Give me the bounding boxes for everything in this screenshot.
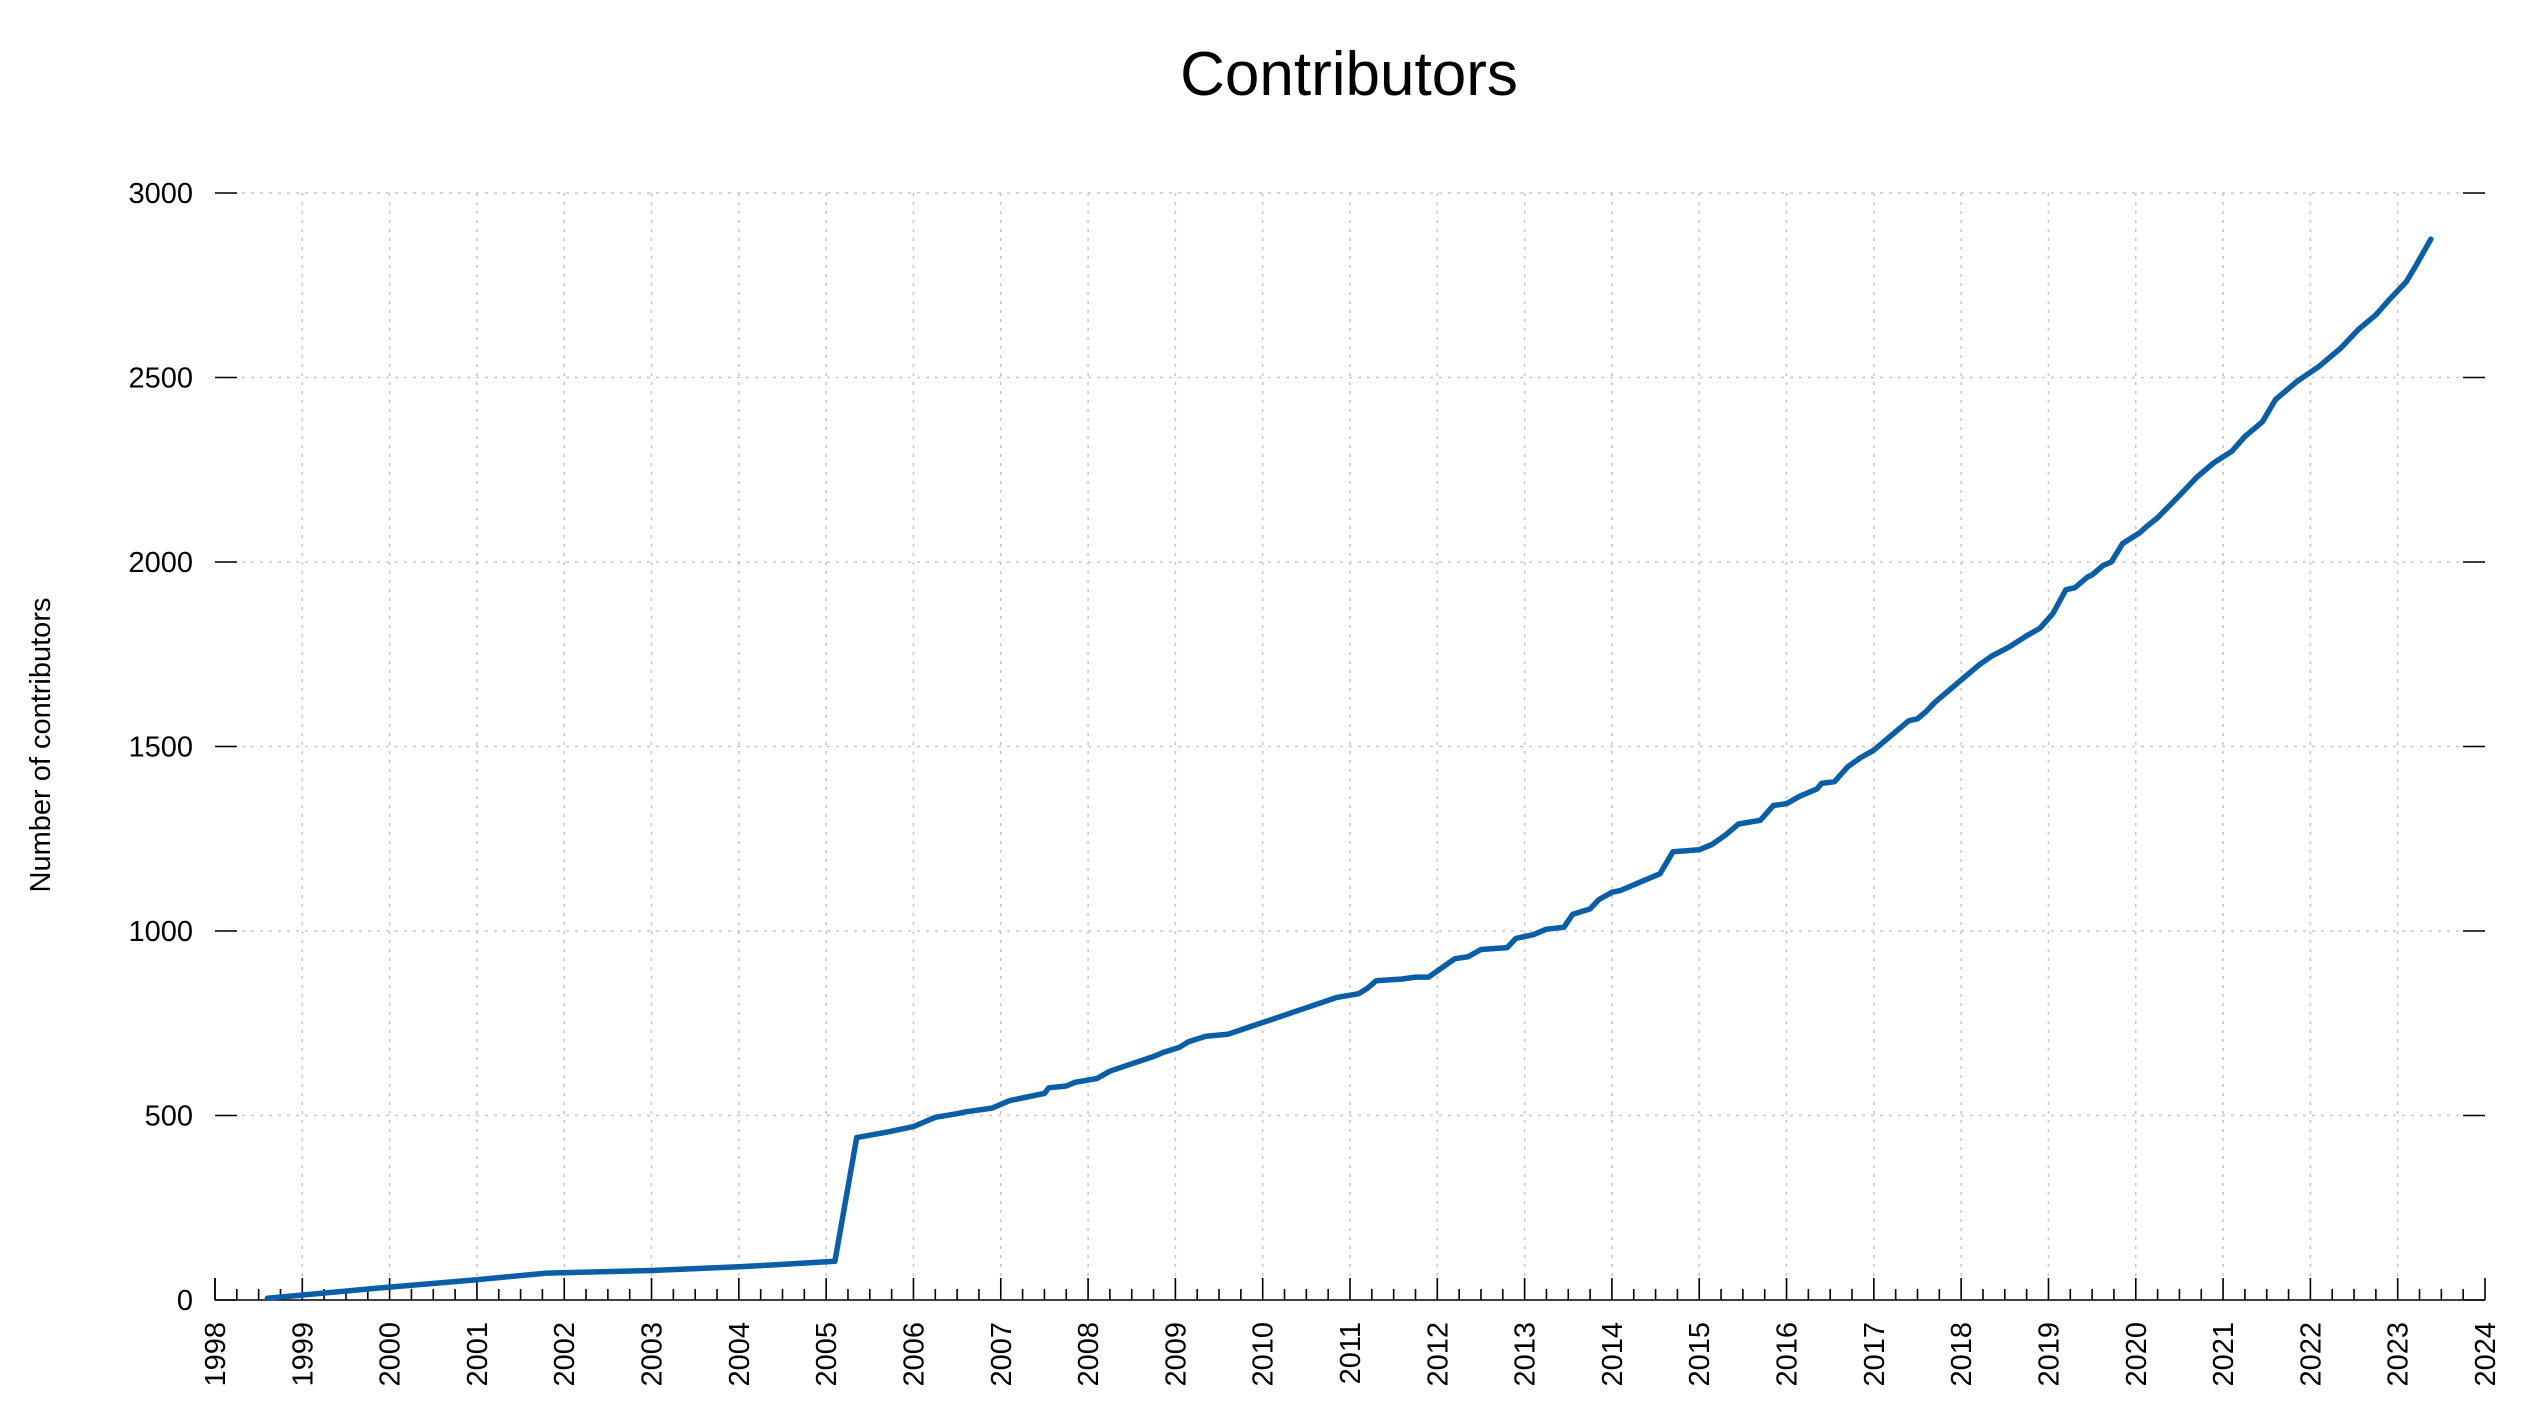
x-tick-label: 2023 <box>2383 1322 2415 1387</box>
grid <box>215 192 2485 1300</box>
series-layer <box>264 236 2434 1301</box>
x-tick-label: 2005 <box>811 1322 843 1387</box>
x-tick-label: 2024 <box>2470 1322 2502 1387</box>
y-tick-label: 0 <box>177 1285 193 1317</box>
x-tick-label: 2012 <box>1422 1322 1454 1387</box>
x-tick-label: 2015 <box>1684 1322 1716 1387</box>
x-tick-label: 2009 <box>1160 1322 1192 1387</box>
x-tick-label: 2003 <box>637 1322 669 1387</box>
x-tick-label: 2011 <box>1335 1322 1367 1384</box>
x-tick-label: 2021 <box>2208 1322 2240 1387</box>
x-tick-label: 2014 <box>1597 1322 1629 1387</box>
x-tick-label: 2022 <box>2295 1322 2327 1387</box>
x-tick-label: 2002 <box>549 1322 581 1387</box>
chart-title: Contributors <box>1180 40 1518 109</box>
series-line-contributors <box>264 236 2434 1301</box>
x-tick-label: 2019 <box>2033 1322 2065 1387</box>
x-tick-label: 2020 <box>2121 1322 2153 1387</box>
x-tick-label: 1999 <box>287 1322 319 1387</box>
x-tick-label: 2017 <box>1859 1322 1891 1387</box>
x-tick-label: 2006 <box>898 1322 930 1387</box>
x-tick-label: 2008 <box>1073 1322 1105 1387</box>
y-tick-label: 500 <box>145 1101 193 1133</box>
x-tick-label: 1998 <box>200 1322 232 1387</box>
x-tick-label: 2010 <box>1248 1322 1280 1387</box>
y-axis-label: Number of contributors <box>25 598 57 893</box>
x-tick-label: 2018 <box>1946 1322 1978 1387</box>
x-tick-label: 2013 <box>1510 1322 1542 1387</box>
x-tick-label: 2000 <box>375 1322 407 1387</box>
y-tick-label: 3000 <box>128 178 193 210</box>
y-tick-label: 1500 <box>128 732 193 764</box>
y-axis-ticks: 0 500 1000 1500 2000 2500 3000 <box>128 178 2485 1317</box>
x-tick-label: 2007 <box>986 1322 1018 1387</box>
x-tick-label: 2004 <box>724 1322 756 1387</box>
y-tick-label: 1000 <box>128 916 193 948</box>
x-tick-label: 2001 <box>462 1322 494 1387</box>
y-tick-label: 2000 <box>128 547 193 579</box>
x-axis-ticks: 1998 1999 2000 2001 2002 2003 2004 2005 2006 2007… <box>200 1278 2502 1387</box>
y-tick-label: 2500 <box>128 363 193 395</box>
x-tick-label: 2016 <box>1772 1322 1804 1387</box>
